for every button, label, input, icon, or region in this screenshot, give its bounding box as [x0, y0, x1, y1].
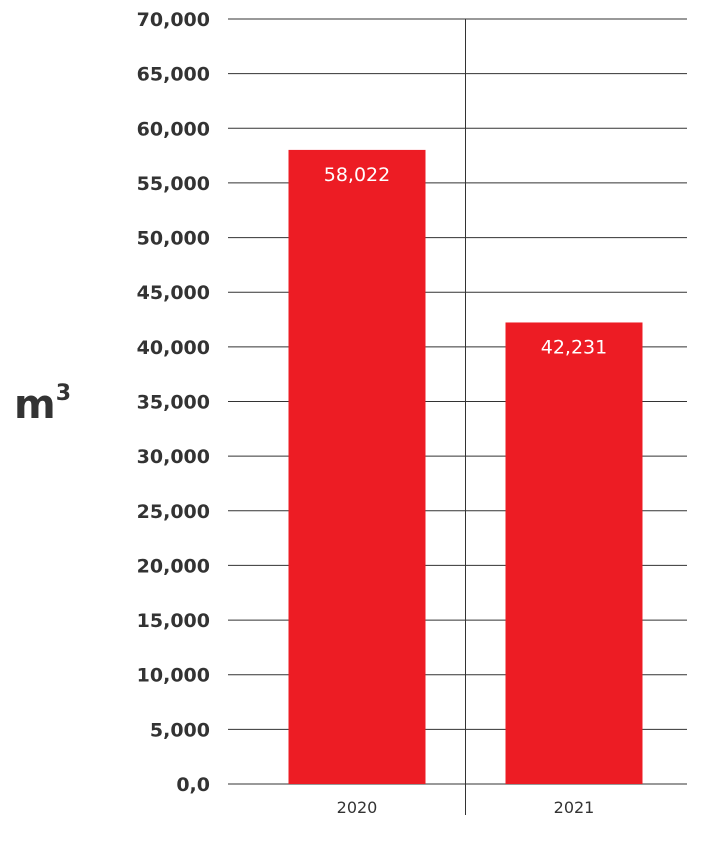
- y-tick-label: 60,000: [137, 118, 210, 140]
- y-tick-label: 0,0: [176, 774, 210, 796]
- bar-2021: [505, 322, 643, 784]
- y-tick-label: 5,000: [150, 719, 210, 741]
- data-label-2021: 42,231: [541, 336, 607, 358]
- y-tick-label: 50,000: [137, 228, 210, 250]
- y-axis-label: m3: [14, 381, 71, 428]
- y-tick-label: 25,000: [137, 501, 210, 523]
- y-tick-label: 45,000: [137, 282, 210, 304]
- y-axis-label-superscript: 3: [56, 381, 71, 406]
- y-tick-label: 65,000: [137, 64, 210, 86]
- bar-2020: [288, 149, 426, 784]
- data-labels: 58,022 42,231: [324, 164, 607, 359]
- y-tick-label: 40,000: [137, 337, 210, 359]
- data-label-2020: 58,022: [324, 164, 390, 186]
- y-tick-label: 15,000: [137, 610, 210, 632]
- x-tick-label-2021: 2021: [554, 798, 595, 817]
- y-tick-label: 70,000: [137, 9, 210, 31]
- x-tick-label-2020: 2020: [337, 798, 378, 817]
- y-axis-label-base: m: [14, 382, 56, 428]
- y-tick-label: 10,000: [137, 665, 210, 687]
- y-tick-label: 20,000: [137, 555, 210, 577]
- y-tick-label: 30,000: [137, 446, 210, 468]
- y-tick-labels: 0,0 5,000 10,000 15,000 20,000 25,000 30,000 35…: [137, 9, 210, 796]
- bars: [288, 149, 643, 784]
- x-tick-labels: 2020 2021: [337, 798, 595, 817]
- y-tick-label: 35,000: [137, 392, 210, 414]
- y-tick-label: 55,000: [137, 173, 210, 195]
